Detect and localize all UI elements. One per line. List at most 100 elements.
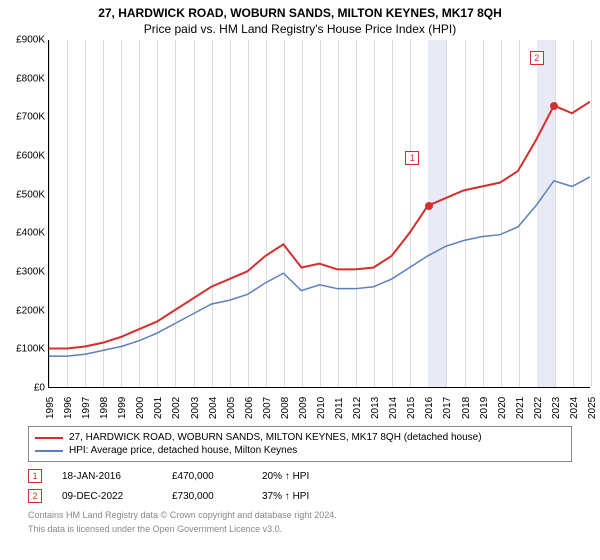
gridline-vertical (483, 40, 484, 387)
y-tick-label: £200K (16, 305, 45, 316)
shaded-year-band (537, 40, 555, 387)
gridline-vertical (465, 40, 466, 387)
gridline-vertical (302, 40, 303, 387)
x-tick-label: 2003 (190, 397, 201, 419)
sale-marker-label: 1 (405, 151, 419, 165)
x-tick-label: 2004 (208, 397, 219, 419)
x-tick-label: 2015 (406, 397, 417, 419)
legend-row-property: 27, HARDWICK ROAD, WOBURN SANDS, MILTON … (35, 431, 565, 444)
x-tick-label: 2013 (370, 397, 381, 419)
legend: 27, HARDWICK ROAD, WOBURN SANDS, MILTON … (28, 426, 572, 462)
x-tick-label: 2008 (280, 397, 291, 419)
gridline-vertical (49, 40, 50, 387)
sale-marker-label: 2 (530, 51, 544, 65)
x-tick-label: 2001 (153, 397, 164, 419)
x-tick-label: 1999 (117, 397, 128, 419)
gridline-vertical (446, 40, 447, 387)
sale-row-hpi: 20% ↑ HPI (262, 471, 342, 482)
y-tick-label: £600K (16, 151, 45, 162)
gridline-vertical (338, 40, 339, 387)
sale-row-date: 18-JAN-2016 (62, 471, 152, 482)
plot-region: £0£100K£200K£300K£400K£500K£600K£700K£80… (48, 40, 590, 388)
legend-swatch-property (35, 437, 63, 439)
sale-row: 2 09-DEC-2022 £730,000 37% ↑ HPI (28, 486, 572, 506)
y-tick-label: £0 (34, 383, 45, 394)
sale-row-price: £730,000 (172, 491, 242, 502)
gridline-vertical (320, 40, 321, 387)
gridline-vertical (410, 40, 411, 387)
sale-row-marker: 2 (28, 489, 42, 503)
gridline-vertical (356, 40, 357, 387)
y-tick-label: £900K (16, 35, 45, 46)
x-tick-label: 1998 (99, 397, 110, 419)
gridline-vertical (284, 40, 285, 387)
footnote-1: Contains HM Land Registry data © Crown c… (28, 510, 572, 520)
x-tick-label: 2006 (244, 397, 255, 419)
x-tick-label: 2007 (262, 397, 273, 419)
x-tick-label: 2010 (316, 397, 327, 419)
legend-label-property: 27, HARDWICK ROAD, WOBURN SANDS, MILTON … (69, 432, 482, 443)
y-tick-label: £800K (16, 73, 45, 84)
gridline-vertical (392, 40, 393, 387)
x-tick-label: 2000 (135, 397, 146, 419)
gridline-vertical (121, 40, 122, 387)
sale-row-price: £470,000 (172, 471, 242, 482)
x-tick-label: 2016 (424, 397, 435, 419)
sale-row-marker: 1 (28, 469, 42, 483)
gridline-vertical (103, 40, 104, 387)
x-tick-label: 2009 (298, 397, 309, 419)
chart-title: 27, HARDWICK ROAD, WOBURN SANDS, MILTON … (0, 0, 600, 20)
legend-label-hpi: HPI: Average price, detached house, Milt… (69, 445, 297, 456)
sale-row: 1 18-JAN-2016 £470,000 20% ↑ HPI (28, 466, 572, 486)
sale-marker-dot (550, 102, 558, 110)
y-tick-label: £100K (16, 344, 45, 355)
x-tick-label: 2018 (461, 397, 472, 419)
legend-row-hpi: HPI: Average price, detached house, Milt… (35, 444, 565, 457)
gridline-vertical (230, 40, 231, 387)
x-tick-label: 2020 (497, 397, 508, 419)
gridline-vertical (573, 40, 574, 387)
gridline-vertical (248, 40, 249, 387)
gridline-vertical (175, 40, 176, 387)
gridline-vertical (501, 40, 502, 387)
x-tick-label: 1996 (63, 397, 74, 419)
footnote-2: This data is licensed under the Open Gov… (28, 524, 572, 534)
sale-marker-dot (425, 202, 433, 210)
gridline-vertical (266, 40, 267, 387)
legend-swatch-hpi (35, 450, 63, 452)
chart-subtitle: Price paid vs. HM Land Registry's House … (0, 20, 600, 40)
y-tick-label: £500K (16, 189, 45, 200)
y-tick-label: £700K (16, 112, 45, 123)
x-tick-label: 2012 (352, 397, 363, 419)
gridline-vertical (67, 40, 68, 387)
x-tick-label: 2024 (569, 397, 580, 419)
x-tick-label: 2023 (551, 397, 562, 419)
x-tick-label: 1995 (45, 397, 56, 419)
x-tick-label: 1997 (81, 397, 92, 419)
gridline-vertical (374, 40, 375, 387)
gridline-vertical (555, 40, 556, 387)
sale-row-date: 09-DEC-2022 (62, 491, 152, 502)
gridline-vertical (139, 40, 140, 387)
y-tick-label: £300K (16, 267, 45, 278)
y-tick-label: £400K (16, 228, 45, 239)
sales-table: 1 18-JAN-2016 £470,000 20% ↑ HPI 2 09-DEC-202… (28, 466, 572, 506)
x-tick-label: 2019 (479, 397, 490, 419)
gridline-vertical (194, 40, 195, 387)
gridline-vertical (85, 40, 86, 387)
gridline-vertical (591, 40, 592, 387)
chart-area: £0£100K£200K£300K£400K£500K£600K£700K£80… (48, 40, 590, 388)
gridline-vertical (519, 40, 520, 387)
x-tick-label: 2021 (515, 397, 526, 419)
gridline-vertical (212, 40, 213, 387)
x-tick-label: 2014 (388, 397, 399, 419)
x-tick-label: 2005 (226, 397, 237, 419)
x-tick-label: 2022 (533, 397, 544, 419)
x-tick-label: 2017 (442, 397, 453, 419)
sale-row-hpi: 37% ↑ HPI (262, 491, 342, 502)
shaded-year-band (428, 40, 446, 387)
x-tick-label: 2025 (587, 397, 598, 419)
x-tick-label: 2002 (171, 397, 182, 419)
gridline-vertical (157, 40, 158, 387)
x-tick-label: 2011 (334, 397, 345, 419)
